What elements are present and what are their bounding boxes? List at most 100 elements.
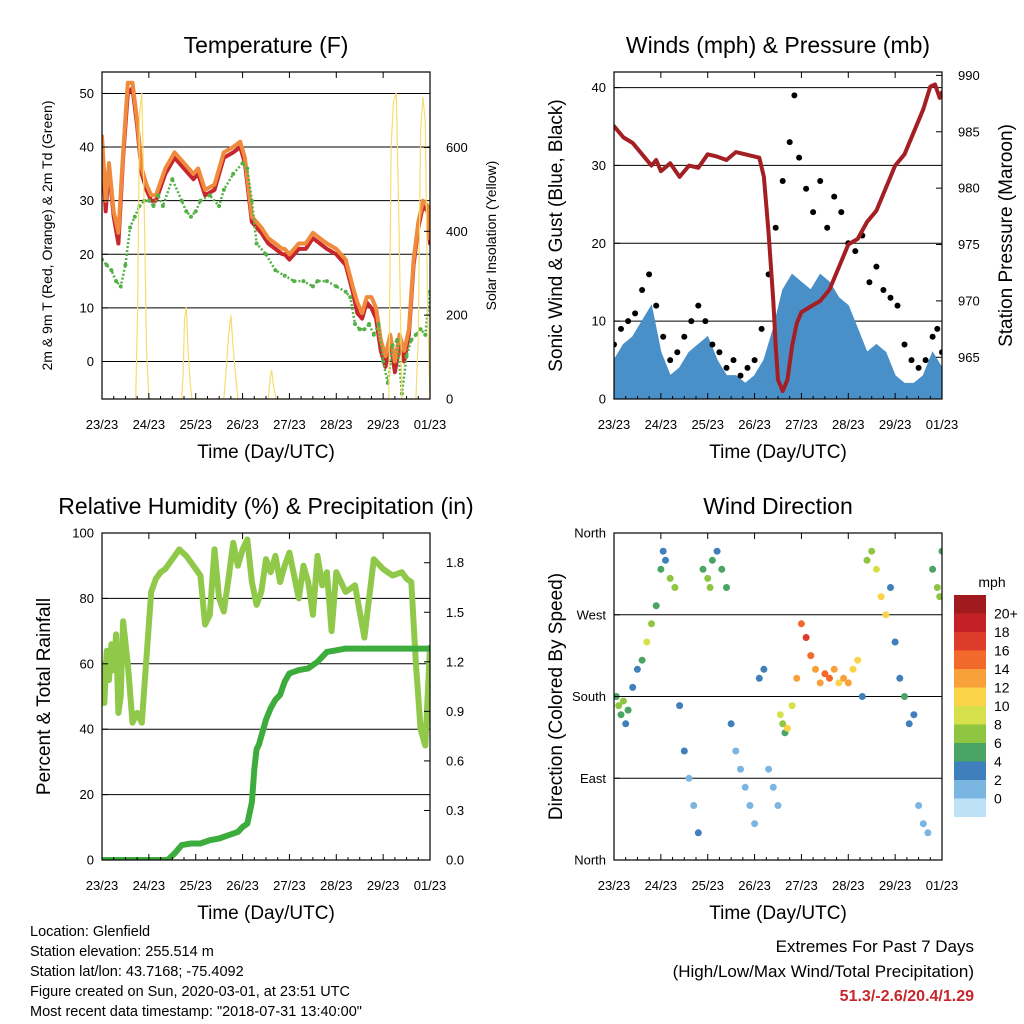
x-tick-label: 28/23 <box>320 878 353 893</box>
y-tick-label: West <box>577 607 607 622</box>
colorbar-swatch <box>954 613 986 632</box>
data-point <box>872 565 880 573</box>
x-tick-label: 25/23 <box>691 878 724 893</box>
data-point <box>723 364 730 371</box>
data-point <box>796 154 803 161</box>
x-tick-label: 25/23 <box>179 417 212 432</box>
x-tick-label: 29/23 <box>879 878 912 893</box>
data-point <box>638 656 646 664</box>
data-point <box>877 593 885 601</box>
colorbar-swatch <box>954 632 986 651</box>
extremes-title: Extremes For Past 7 Days <box>775 937 974 956</box>
data-point <box>901 341 908 348</box>
data-point <box>838 209 845 216</box>
series-area <box>614 273 942 399</box>
data-point <box>880 287 887 293</box>
data-point <box>744 364 751 371</box>
data-point <box>791 92 798 99</box>
chart-title: Temperature (F) <box>184 32 349 58</box>
series-line <box>102 161 430 394</box>
data-point <box>774 802 782 809</box>
y-tick-label: North <box>574 526 606 541</box>
x-tick-label: 26/23 <box>738 878 771 893</box>
y-tick-label: 40 <box>80 722 94 737</box>
data-point <box>919 820 927 828</box>
y2-tick-label: 400 <box>446 224 468 239</box>
plot-area <box>102 80 430 399</box>
y-tick-label: 40 <box>80 140 94 155</box>
colorbar-label: 20+ <box>994 606 1018 622</box>
location-text: Location: Glenfield <box>30 924 151 940</box>
data-point <box>617 711 625 719</box>
x-tick-label: 28/23 <box>832 417 865 432</box>
data-point <box>802 634 810 641</box>
x-tick-label: 28/23 <box>832 878 865 893</box>
y2-tick-label: 1.8 <box>446 555 464 570</box>
data-point <box>826 674 833 682</box>
x-tick-label: 24/23 <box>133 417 166 432</box>
x-tick-label: 24/23 <box>133 878 166 893</box>
data-point <box>854 656 862 664</box>
y2-tick-label: 965 <box>958 350 980 365</box>
y-tick-label: East <box>580 771 606 786</box>
data-point <box>852 248 859 255</box>
y2-tick-label: 970 <box>958 293 980 308</box>
data-point <box>702 318 709 325</box>
data-point <box>933 584 941 591</box>
x-tick-label: 23/23 <box>86 417 119 432</box>
y2-tick-label: 0 <box>446 392 453 407</box>
plot-area <box>102 536 430 860</box>
colorbar-swatch <box>954 650 986 669</box>
colorbar-swatch <box>954 798 986 817</box>
y2-tick-label: 600 <box>446 140 468 155</box>
data-point <box>863 556 871 564</box>
series-line <box>102 92 430 399</box>
y-axis-label: Sonic Wind & Gust (Blue, Black) <box>546 99 567 371</box>
data-point <box>938 547 942 555</box>
data-point <box>887 294 894 301</box>
y-axis-label: Direction (Colored By Speed) <box>546 573 567 820</box>
x-tick-label: 27/23 <box>273 878 306 893</box>
series-solar <box>102 92 430 399</box>
data-point <box>849 665 857 673</box>
data-point <box>632 310 639 317</box>
series-precip <box>102 645 430 860</box>
chart-title: Winds (mph) & Pressure (mb) <box>626 32 930 58</box>
data-point <box>915 364 922 371</box>
data-point <box>810 209 817 216</box>
data-point <box>821 670 829 678</box>
colorbar-label: 2 <box>994 772 1002 788</box>
data-point <box>803 185 810 192</box>
data-point <box>758 325 765 332</box>
data-point <box>730 357 737 364</box>
x-axis-label: Time (Day/UTC) <box>197 442 335 463</box>
extremes-box: Extremes For Past 7 Days (High/Low/Max W… <box>673 934 974 1009</box>
data-point <box>783 724 791 732</box>
x-tick-label: 29/23 <box>879 417 912 432</box>
colorbar-label: 14 <box>994 661 1010 677</box>
data-point <box>887 584 894 591</box>
y-tick-label: 100 <box>72 526 94 541</box>
data-point <box>662 556 669 564</box>
data-point <box>929 565 937 573</box>
x-tick-label: 26/23 <box>226 417 259 432</box>
colorbar-label: 0 <box>994 791 1002 807</box>
colorbar-swatch <box>954 780 986 799</box>
y-tick-label: South <box>572 689 606 704</box>
data-point <box>922 357 929 364</box>
x-axis-label: Time (Day/UTC) <box>197 903 335 924</box>
data-point <box>779 720 787 728</box>
station-info: Location: Glenfield Station elevation: 2… <box>30 922 362 1022</box>
data-point <box>910 711 918 719</box>
data-point <box>746 802 754 809</box>
y-axis-label: 2m & 9m T (Red, Orange) & 2m Td (Green) <box>39 101 55 371</box>
data-point <box>824 224 831 231</box>
plot-area <box>614 82 942 399</box>
data-point <box>618 325 624 332</box>
data-point <box>660 333 667 340</box>
x-tick-label: 29/23 <box>367 417 400 432</box>
y2-tick-label: 1.5 <box>446 605 464 620</box>
y-axis-label: Percent & Total Rainfall <box>34 598 55 795</box>
data-point <box>667 357 674 364</box>
colorbar-label: 8 <box>994 717 1002 733</box>
